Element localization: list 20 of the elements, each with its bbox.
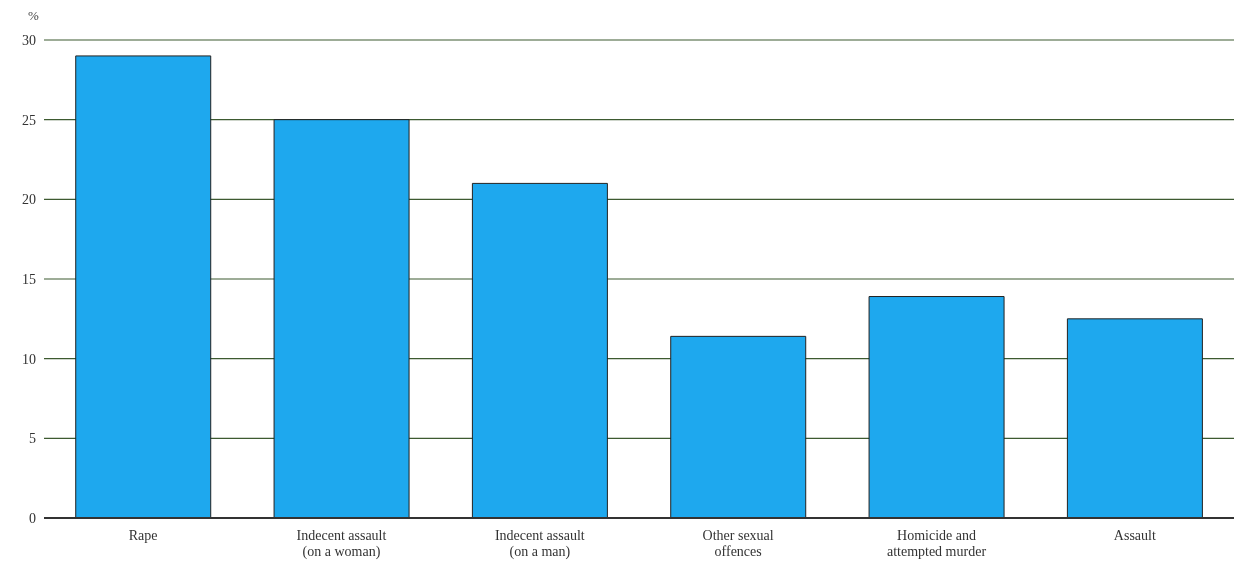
y-tick-label: 5 [29,431,36,447]
y-tick-label: 15 [22,271,36,287]
y-tick-label: 10 [22,351,36,367]
y-tick-label: 25 [22,112,36,128]
x-tick-label: Assault [1113,528,1156,543]
bar [670,335,807,518]
bar [1066,318,1203,518]
y-axis-title: % [28,8,39,24]
y-tick-label: 20 [22,192,36,208]
x-tick-label: Homicide and attempted murder [886,528,987,559]
y-tick-label: 0 [29,510,36,526]
bar [273,119,410,518]
y-tick-label: 30 [22,32,36,48]
x-tick-label: Rape [128,528,158,543]
x-tick-label: Other sexual offences [702,528,774,559]
bar [75,55,212,518]
x-tick-label: Indecent assault (on a woman) [296,528,387,560]
bar [868,296,1005,518]
bar [471,182,608,518]
x-tick-label: Indecent assault (on a man) [494,528,585,560]
